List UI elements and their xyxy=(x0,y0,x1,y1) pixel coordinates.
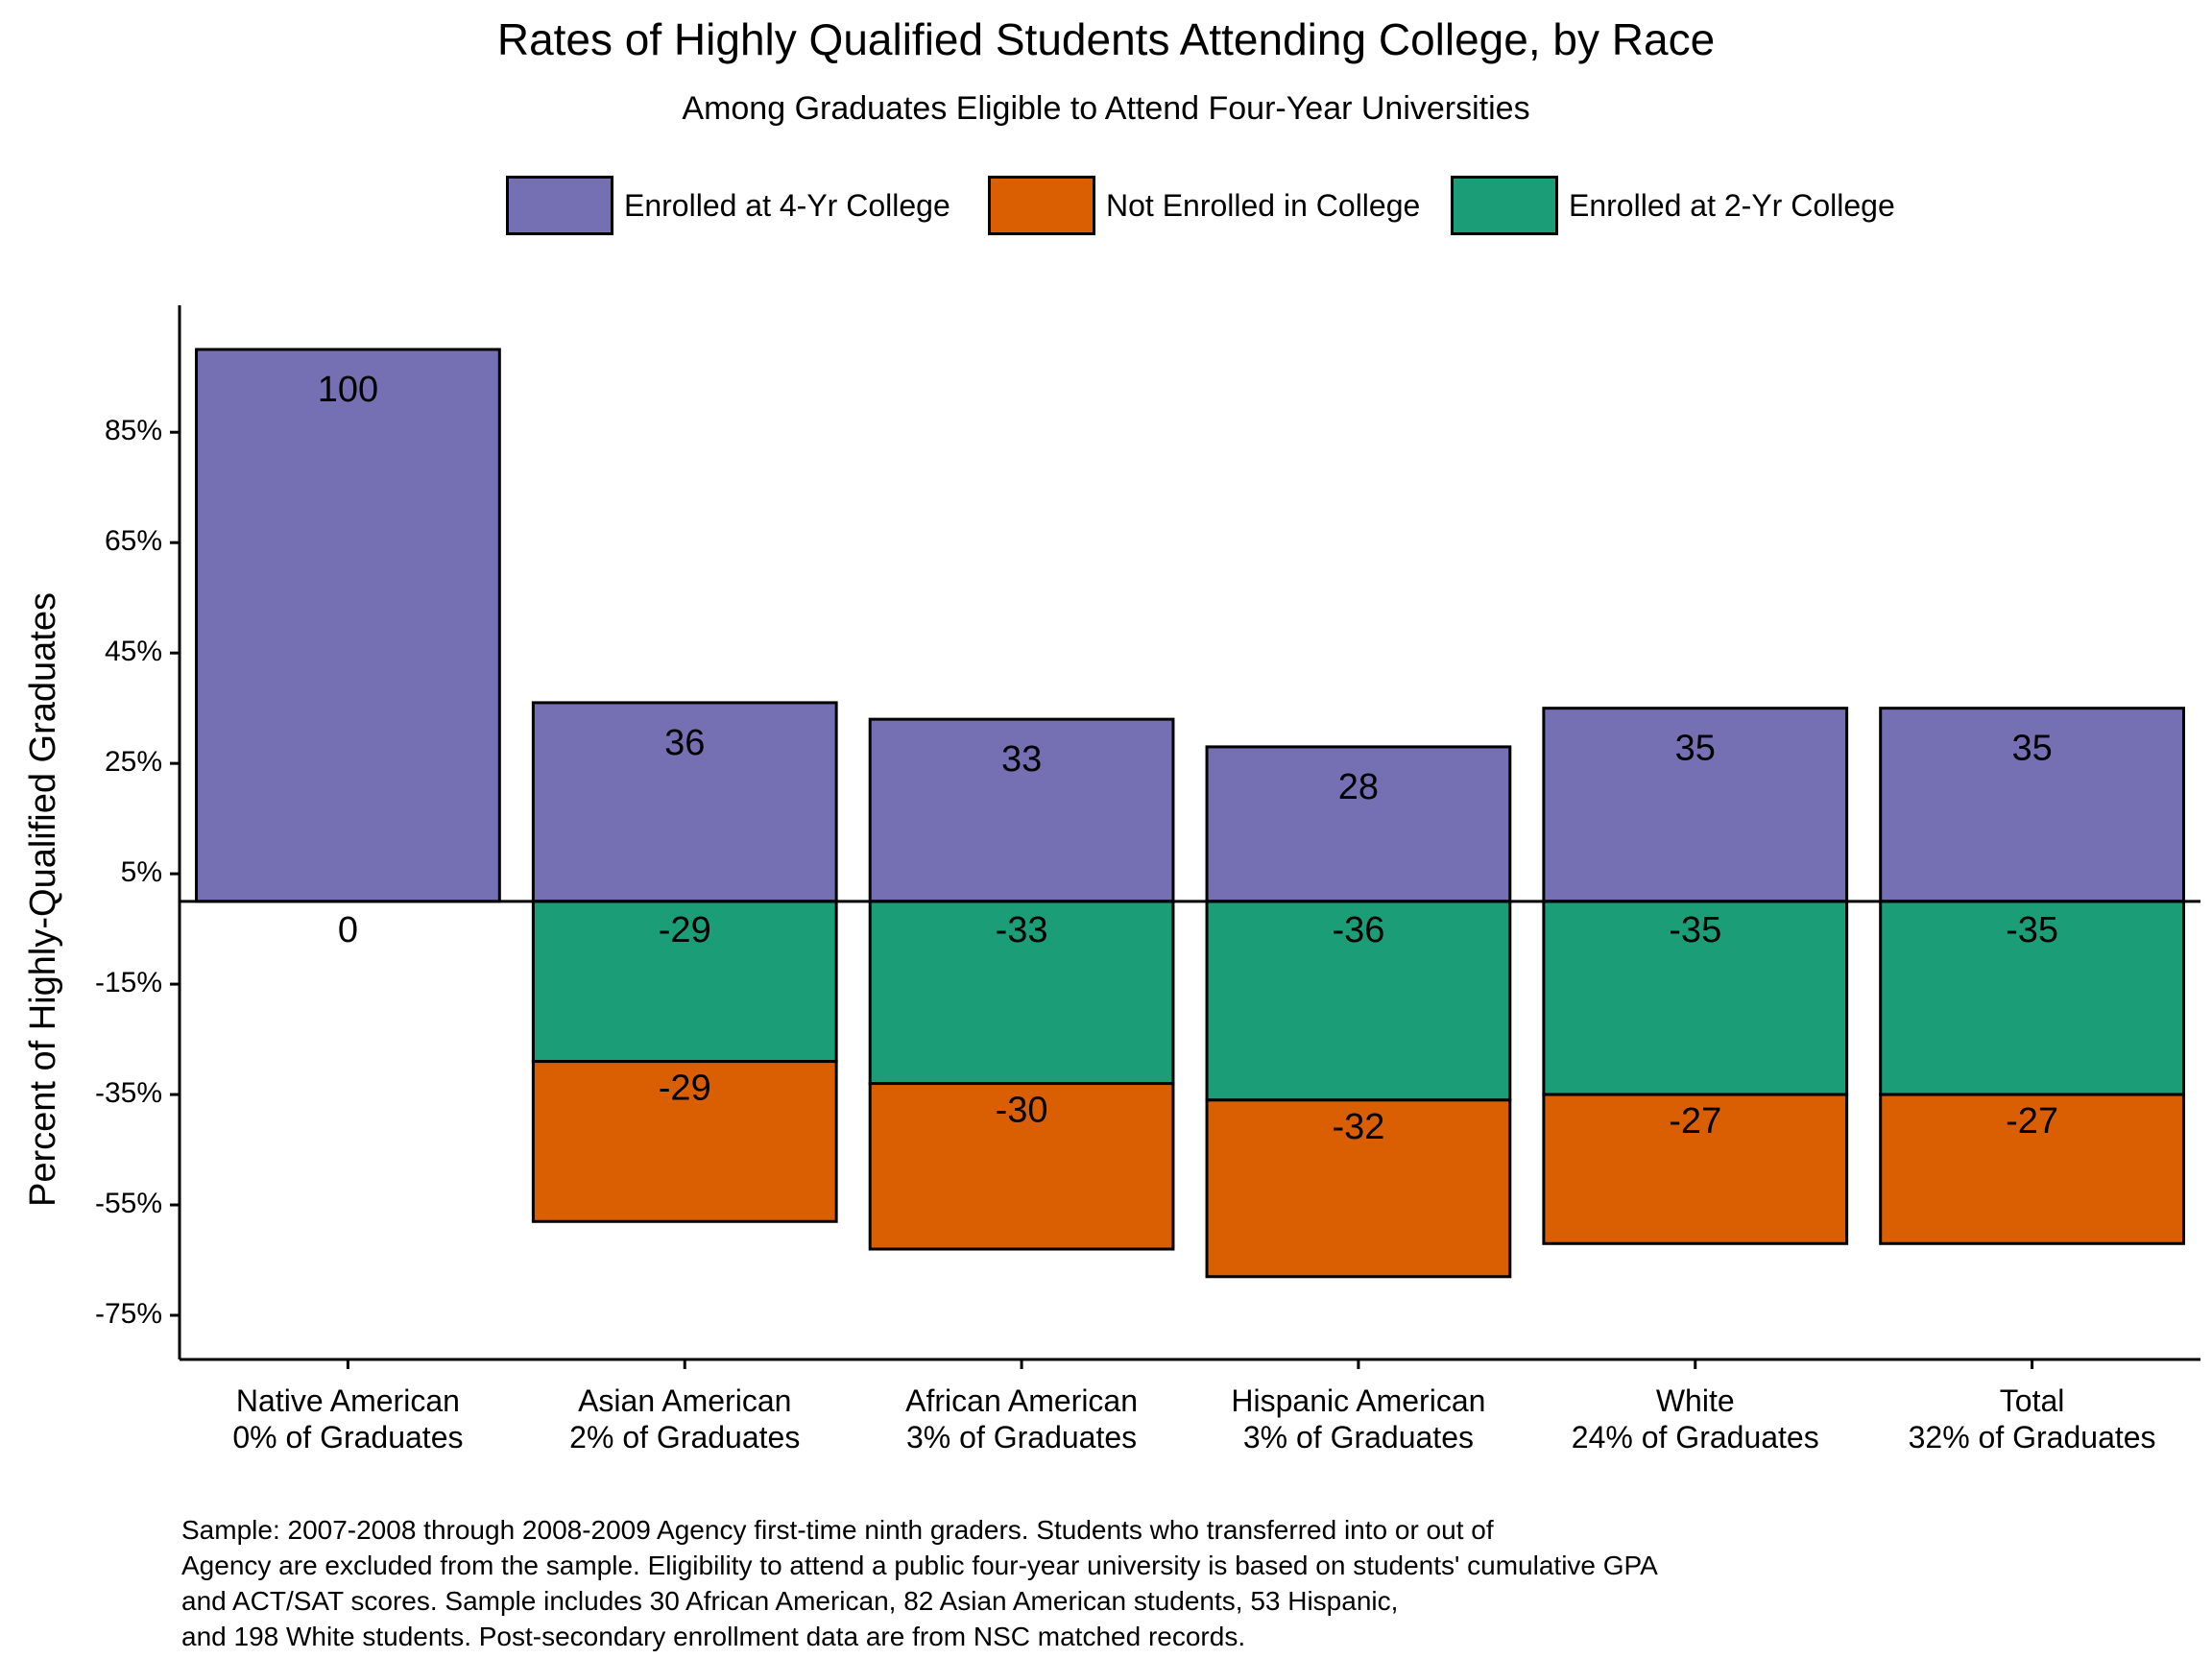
x-tick-label: Hispanic American xyxy=(1231,1383,1485,1418)
legend: Enrolled at 4-Yr College Not Enrolled in… xyxy=(0,172,2212,239)
y-tick-label: 45% xyxy=(105,636,162,667)
bar-not-enrolled xyxy=(868,1082,1175,1251)
y-tick-label: -55% xyxy=(95,1188,162,1219)
data-label-not-enrolled: -29 xyxy=(659,1069,711,1109)
x-tick-label: Total xyxy=(2000,1383,2065,1418)
data-label-4yr: 35 xyxy=(2011,729,2052,769)
legend-label-2yr: Enrolled at 2-Yr College xyxy=(1569,187,1895,223)
bar-2yr xyxy=(1879,900,2185,1096)
data-labels-layer: 100 0 36 -29 -29 33 -33 -30 28 -36 -32 35 -35 -27 35 -3… xyxy=(318,370,2058,1147)
caption-line: Agency are excluded from the sample. Eli… xyxy=(181,1551,1658,1580)
x-tick-label: White xyxy=(1656,1383,1735,1418)
bar-2yr xyxy=(868,900,1175,1086)
bar-2yr xyxy=(1542,900,1849,1096)
bar-not-enrolled xyxy=(531,1060,838,1223)
data-label-not-enrolled: -27 xyxy=(2006,1101,2058,1142)
data-label-2yr: -35 xyxy=(1669,910,1721,950)
legend-item-not-enrolled: Not Enrolled in College xyxy=(988,172,1420,239)
data-label-2yr: -33 xyxy=(996,910,1048,950)
y-tick-label: -75% xyxy=(95,1298,162,1330)
bar-4yr xyxy=(195,348,501,903)
legend-label-4yr: Enrolled at 4-Yr College xyxy=(624,187,950,223)
x-tick-sublabel: 32% of Graduates xyxy=(1909,1420,2156,1455)
data-label-4yr: 35 xyxy=(1675,729,1716,769)
data-label-4yr: 100 xyxy=(318,370,378,410)
bars-layer xyxy=(195,348,2185,1279)
x-tick-label: African American xyxy=(905,1383,1138,1418)
data-label-2yr: -35 xyxy=(2006,910,2058,950)
y-axis-title: Percent of Highly-Qualified Graduates xyxy=(23,592,63,1207)
x-tick-sublabel: 3% of Graduates xyxy=(906,1420,1137,1455)
x-tick-sublabel: 0% of Graduates xyxy=(232,1420,463,1455)
x-tick-label: Asian American xyxy=(578,1383,791,1418)
x-tick-sublabel: 24% of Graduates xyxy=(1572,1420,1819,1455)
data-label-2yr: -36 xyxy=(1332,910,1384,950)
bar-4yr xyxy=(1542,707,1849,903)
legend-swatch-2yr xyxy=(1451,176,1558,235)
bar-2yr xyxy=(1205,900,1512,1102)
x-tick-label: Native American xyxy=(236,1383,460,1418)
bar-not-enrolled xyxy=(1542,1093,1849,1245)
y-tick-label: -15% xyxy=(95,967,162,998)
data-label-4yr: 28 xyxy=(1338,767,1379,807)
bar-not-enrolled xyxy=(1205,1098,1512,1279)
data-label-4yr: 36 xyxy=(664,723,705,763)
data-label-4yr: 33 xyxy=(1001,739,1042,780)
data-label-not-enrolled: -27 xyxy=(1669,1101,1721,1142)
bar-4yr xyxy=(531,701,838,903)
x-tick-sublabel: 2% of Graduates xyxy=(569,1420,800,1455)
legend-label-not-enrolled: Not Enrolled in College xyxy=(1106,187,1421,223)
bar-not-enrolled xyxy=(1879,1093,2185,1245)
caption-line: and 198 White students. Post-secondary e… xyxy=(181,1622,1246,1651)
caption: Sample: 2007-2008 through 2008-2009 Agen… xyxy=(181,1512,2198,1654)
bar-4yr xyxy=(1879,707,2185,903)
data-label-2yr: 0 xyxy=(338,910,358,950)
data-label-not-enrolled: -32 xyxy=(1332,1107,1384,1147)
y-tick-label: 25% xyxy=(105,746,162,778)
legend-item-4yr: Enrolled at 4-Yr College xyxy=(506,172,950,239)
caption-line: Sample: 2007-2008 through 2008-2009 Agen… xyxy=(181,1515,1494,1545)
data-label-not-enrolled: -30 xyxy=(996,1091,1048,1131)
legend-swatch-not-enrolled xyxy=(988,176,1095,235)
data-label-2yr: -29 xyxy=(659,910,711,950)
bar-4yr xyxy=(868,717,1175,903)
y-tick-label: 5% xyxy=(121,856,162,888)
y-tick-label: -35% xyxy=(95,1077,162,1109)
y-tick-label: 85% xyxy=(105,415,162,446)
y-tick-label: 65% xyxy=(105,525,162,557)
x-tick-sublabel: 3% of Graduates xyxy=(1243,1420,1474,1455)
legend-item-2yr: Enrolled at 2-Yr College xyxy=(1451,172,1895,239)
bar-4yr xyxy=(1205,745,1512,903)
chart-subtitle: Among Graduates Eligible to Attend Four-… xyxy=(682,90,1530,127)
legend-swatch-4yr xyxy=(506,176,613,235)
chart-title: Rates of Highly Qualified Students Atten… xyxy=(496,14,1716,64)
caption-line: and ACT/SAT scores. Sample includes 30 A… xyxy=(181,1586,1399,1616)
